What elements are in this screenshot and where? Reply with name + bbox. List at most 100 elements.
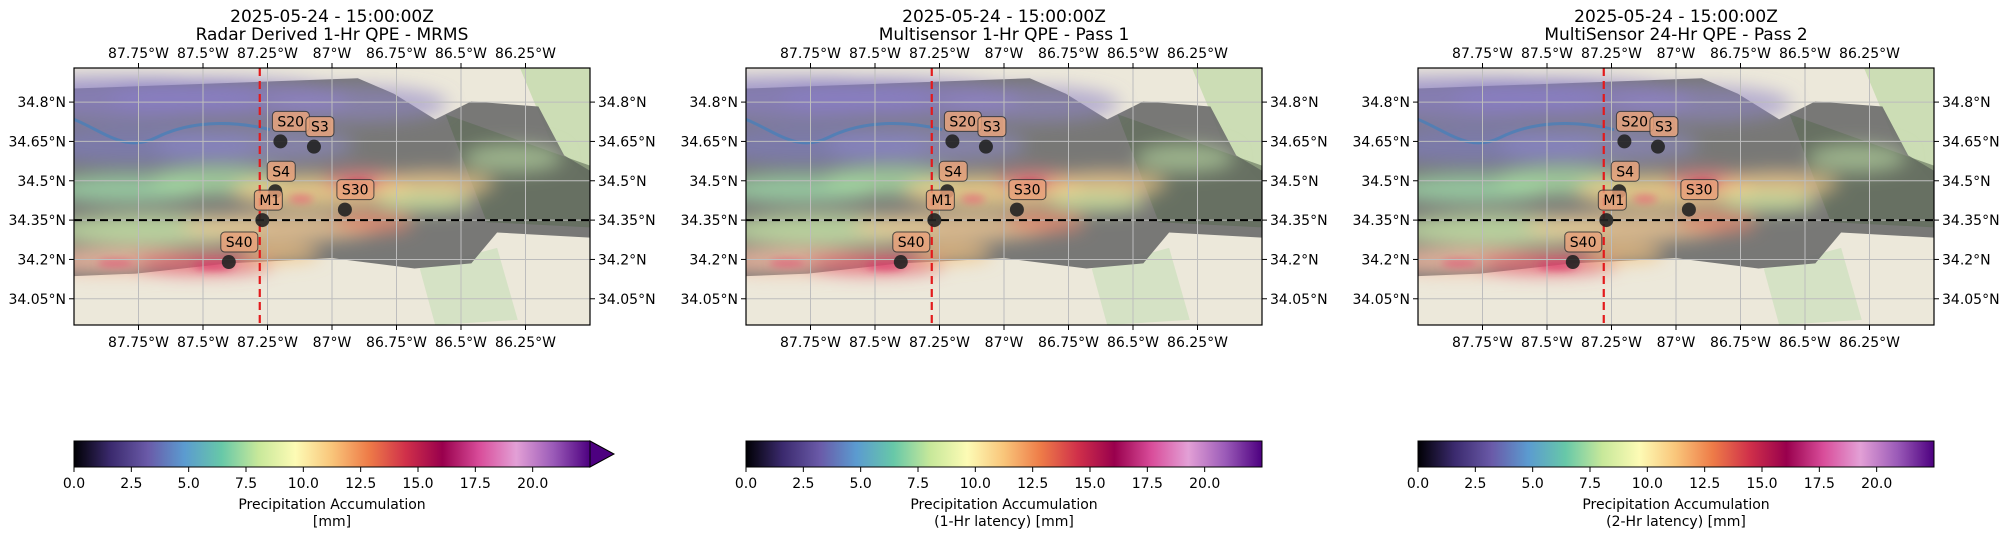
- station-m1[interactable]: M1: [925, 189, 955, 228]
- lon-tick-top: 87.25°W: [1581, 46, 1642, 62]
- lat-tick-right: 34.35°N: [598, 213, 656, 229]
- station-s40[interactable]: S40: [220, 231, 259, 270]
- station-marker[interactable]: [337, 202, 352, 217]
- colorbar-units: (1-Hr latency) [mm]: [934, 514, 1074, 530]
- colorbar-tick: 5.0: [1522, 476, 1544, 492]
- station-m1[interactable]: M1: [1597, 189, 1627, 228]
- colorbar-tick: 12.5: [1017, 476, 1048, 492]
- station-marker[interactable]: [1009, 202, 1024, 217]
- lat-tick-right: 34.8°N: [598, 95, 647, 111]
- station-m1[interactable]: M1: [253, 189, 283, 228]
- lat-tick-right: 34.5°N: [598, 174, 647, 190]
- lon-tick-bottom: 86.75°W: [1710, 335, 1771, 351]
- station-s3[interactable]: S3: [977, 116, 1007, 154]
- station-marker[interactable]: [1681, 202, 1696, 217]
- lon-tick-bottom: 87.5°W: [849, 335, 901, 351]
- station-s4[interactable]: S4: [938, 160, 968, 199]
- colorbar: 0.0 2.5 5.0 7.5 10.0 12.5 15.0 17.5 20.0 Precipit…: [63, 440, 616, 530]
- panel-title: Radar Derived 1-Hr QPE - MRMS: [196, 25, 469, 45]
- station-marker[interactable]: [1617, 134, 1632, 149]
- lat-tick-left: 34.5°N: [689, 174, 738, 190]
- station-s3[interactable]: S3: [305, 116, 335, 154]
- lon-tick-bottom: 87°W: [313, 335, 352, 351]
- lon-tick-bottom: 87.75°W: [1452, 335, 1513, 351]
- station-marker[interactable]: [221, 255, 236, 270]
- station-marker[interactable]: [978, 139, 993, 154]
- station-label: S40: [1570, 235, 1597, 251]
- station-marker[interactable]: [1565, 255, 1580, 270]
- station-s30[interactable]: S30: [1008, 179, 1047, 217]
- lon-tick-top: 86.75°W: [366, 46, 427, 62]
- colorbar-label: Precipitation Accumulation: [238, 497, 425, 513]
- lon-tick-bottom: 87.25°W: [237, 335, 298, 351]
- lat-tick-right: 34.05°N: [1270, 292, 1328, 308]
- station-s20[interactable]: S20: [943, 110, 982, 149]
- station-marker[interactable]: [945, 134, 960, 149]
- station-label-box: [892, 231, 931, 253]
- colorbar-tick: 12.5: [345, 476, 376, 492]
- station-s40[interactable]: S40: [892, 231, 931, 270]
- station-marker[interactable]: [255, 213, 270, 228]
- station-label: S4: [272, 164, 290, 180]
- gridlines: [746, 68, 1262, 325]
- lon-tick-top: 86.5°W: [1107, 46, 1159, 62]
- forest-area: [1864, 68, 1934, 184]
- river: [74, 118, 271, 145]
- colorbar-label: Precipitation Accumulation: [910, 497, 1097, 513]
- map-area: S20 S3 S4 M1 S30 S40 87.75°W 87.75°W 87.5°W 87.5°…: [8, 46, 656, 351]
- station-label-box: [266, 160, 296, 182]
- map-area: S20 S3 S4 M1 S30 S40 87.75°W 87.75°W 87.5°W 87.5°…: [680, 46, 1328, 351]
- station-s3[interactable]: S3: [1649, 116, 1679, 154]
- river: [1418, 118, 1615, 145]
- station-s30[interactable]: S30: [1680, 179, 1719, 217]
- lat-tick-right: 34.2°N: [598, 252, 647, 268]
- station-s40[interactable]: S40: [1564, 231, 1603, 270]
- lat-tick-left: 34.5°N: [17, 174, 66, 190]
- lon-tick-bottom: 87°W: [985, 335, 1024, 351]
- lon-tick-top: 87.5°W: [177, 46, 229, 62]
- lon-tick-top: 87.75°W: [108, 46, 169, 62]
- lat-tick-left: 34.05°N: [8, 292, 66, 308]
- lat-tick-left: 34.05°N: [680, 292, 738, 308]
- station-label: S4: [1616, 164, 1634, 180]
- station-label: S30: [1686, 183, 1713, 199]
- station-s20[interactable]: S20: [271, 110, 310, 149]
- lat-tick-right: 34.8°N: [1270, 95, 1319, 111]
- colorbar-tick: 17.5: [1804, 476, 1835, 492]
- lon-tick-top: 86.75°W: [1710, 46, 1771, 62]
- panel-title: Multisensor 1-Hr QPE - Pass 1: [879, 25, 1130, 45]
- station-marker[interactable]: [1650, 139, 1665, 154]
- station-marker[interactable]: [1599, 213, 1614, 228]
- lat-tick-left: 34.35°N: [8, 213, 66, 229]
- lon-tick-bottom: 87.5°W: [177, 335, 229, 351]
- lat-tick-right: 34.65°N: [598, 134, 656, 150]
- lon-tick-top: 87.75°W: [780, 46, 841, 62]
- colorbar-gradient: [73, 440, 591, 468]
- colorbar-tick: 5.0: [850, 476, 872, 492]
- station-marker[interactable]: [273, 134, 288, 149]
- station-label-box: [305, 116, 335, 138]
- forest-area: [419, 247, 518, 325]
- lon-tick-top: 87.25°W: [237, 46, 298, 62]
- station-s30[interactable]: S30: [336, 179, 375, 217]
- lon-tick-bottom: 86.5°W: [1779, 335, 1831, 351]
- station-label-box: [220, 231, 259, 253]
- lat-tick-right: 34.5°N: [1942, 174, 1991, 190]
- lat-tick-left: 34.2°N: [1361, 252, 1410, 268]
- colorbar-tick: 20.0: [1861, 476, 1892, 492]
- station-label-box: [1597, 189, 1627, 211]
- lon-tick-top: 86.75°W: [1038, 46, 1099, 62]
- gridlines: [1418, 68, 1934, 325]
- station-label: S30: [1014, 183, 1041, 199]
- station-marker[interactable]: [927, 213, 942, 228]
- lat-tick-right: 34.8°N: [1942, 95, 1991, 111]
- station-label-box: [1564, 231, 1603, 253]
- lat-tick-left: 34.65°N: [1352, 134, 1410, 150]
- colorbar-tick: 7.5: [235, 476, 257, 492]
- colorbar-tick: 7.5: [1579, 476, 1601, 492]
- station-marker[interactable]: [893, 255, 908, 270]
- lon-tick-top: 86.25°W: [1839, 46, 1900, 62]
- lon-tick-bottom: 87.75°W: [780, 335, 841, 351]
- station-marker[interactable]: [306, 139, 321, 154]
